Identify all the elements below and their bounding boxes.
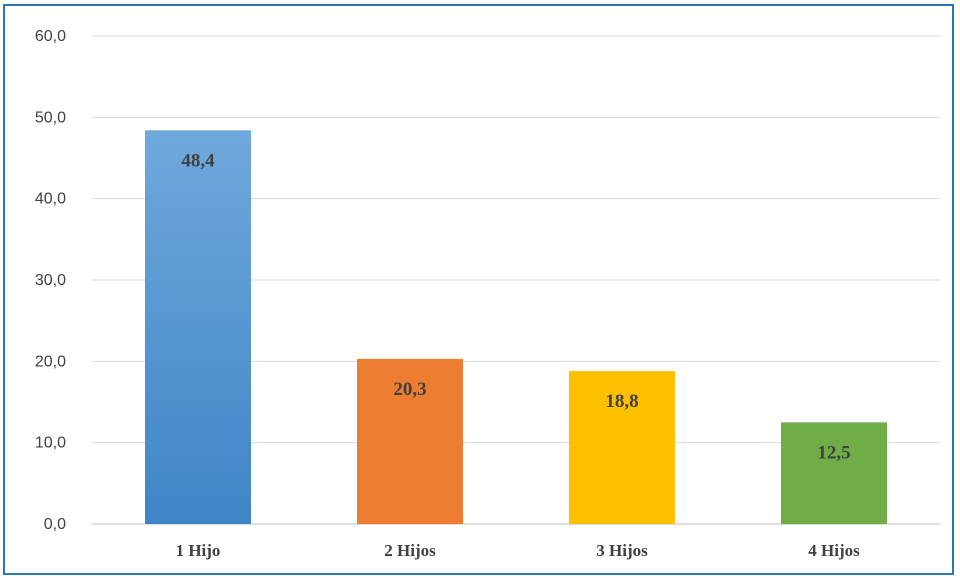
y-tick-label: 20,0 <box>35 353 66 370</box>
bar-4-hijos <box>781 422 887 524</box>
y-tick-label: 40,0 <box>35 191 66 208</box>
y-tick-label: 50,0 <box>35 109 66 126</box>
y-tick-label: 60,0 <box>35 28 66 45</box>
data-label: 18,8 <box>605 391 638 412</box>
x-category-label: 1 Hijo <box>176 541 221 560</box>
x-category-label: 2 Hijos <box>384 541 436 560</box>
bars <box>145 130 887 524</box>
x-category-label: 3 Hijos <box>596 541 648 560</box>
bar-3-hijos <box>569 371 675 524</box>
x-category-label: 4 Hijos <box>808 541 860 560</box>
bar-2-hijos <box>357 358 463 524</box>
data-labels: 48,4 20,3 18,8 12,5 <box>181 150 850 463</box>
data-label: 12,5 <box>817 442 850 463</box>
y-tick-label: 30,0 <box>35 272 66 289</box>
bar-1-hijo <box>145 130 251 524</box>
y-axis-tick-labels: 0,0 10,0 20,0 30,0 40,0 50,0 60,0 <box>35 28 66 533</box>
data-label: 48,4 <box>181 150 215 171</box>
data-label: 20,3 <box>393 379 426 400</box>
x-axis-category-labels: 1 Hijo 2 Hijos 3 Hijos 4 Hijos <box>176 541 861 560</box>
y-tick-label: 0,0 <box>44 516 66 533</box>
y-tick-label: 10,0 <box>35 435 66 452</box>
